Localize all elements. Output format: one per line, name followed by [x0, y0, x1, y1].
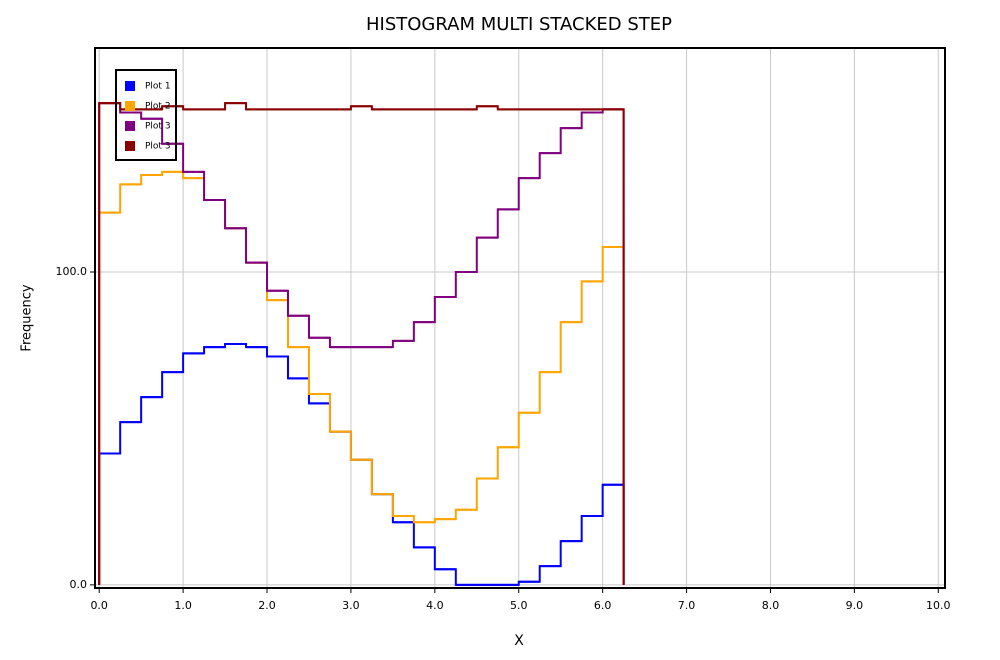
legend-label: Plot 3 [145, 122, 171, 132]
x-tick-label: 7.0 [678, 599, 696, 612]
legend-box [115, 69, 177, 161]
legend-swatch [125, 141, 135, 151]
legend-label: Plot 1 [145, 82, 171, 92]
x-tick-label: 4.0 [426, 599, 444, 612]
legend-swatch [125, 81, 135, 91]
chart-title: HISTOGRAM MULTI STACKED STEP [366, 14, 672, 35]
x-tick-label: 8.0 [762, 599, 780, 612]
y-tick-label: 0.0 [70, 578, 88, 591]
x-tick-label: 6.0 [594, 599, 612, 612]
x-tick-label: 5.0 [510, 599, 528, 612]
plot-frame [94, 47, 946, 589]
x-tick-label: 2.0 [258, 599, 276, 612]
legend-swatch [125, 101, 135, 111]
legend-layer: Plot 1 Plot 2 Plot 3 Plot 3 [115, 69, 177, 161]
x-tick-label: 0.0 [90, 599, 108, 612]
x-tick-label: 3.0 [342, 599, 360, 612]
x-axis-label: X [514, 633, 524, 649]
x-tick-label: 10.0 [926, 599, 951, 612]
legend-label: Plot 2 [145, 102, 171, 112]
x-tick-label: 9.0 [846, 599, 864, 612]
grid-layer: 0.0 1.0 2.0 3.0 4.0 5.0 6.0 7.0 8.0 9.0 10.0 0.0 100… [56, 48, 951, 612]
step-outline [98, 170, 625, 585]
y-tick-label: 100.0 [56, 265, 88, 278]
step-outline [98, 102, 625, 585]
data-layer [98, 102, 625, 586]
legend-label: Plot 3 [145, 142, 171, 152]
step-outline [98, 342, 625, 586]
legend-swatch [125, 121, 135, 131]
y-axis-label: Frequency [20, 284, 35, 351]
x-tick-label: 1.0 [174, 599, 192, 612]
step-outline [98, 102, 625, 585]
